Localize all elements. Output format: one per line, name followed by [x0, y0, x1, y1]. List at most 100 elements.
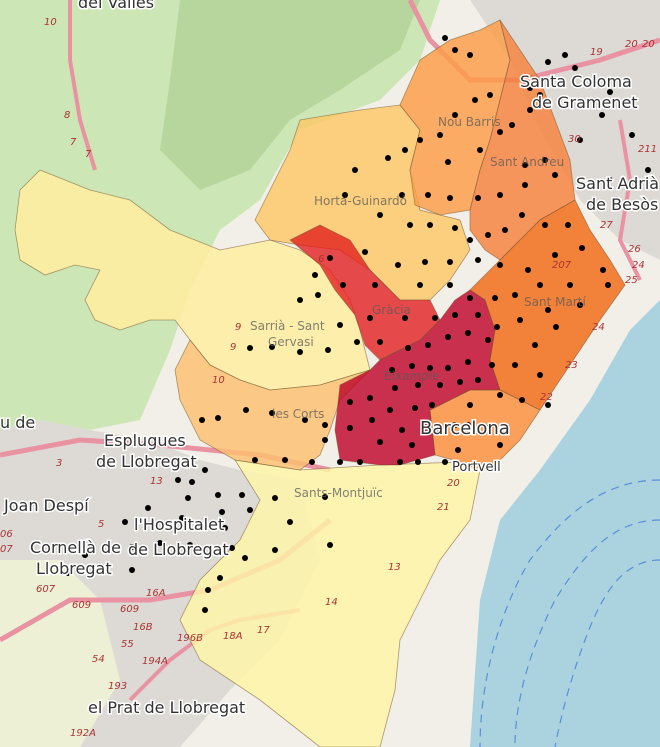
data-point[interactable] — [417, 282, 423, 288]
data-point[interactable] — [65, 570, 71, 576]
data-point[interactable] — [322, 437, 328, 443]
data-point[interactable] — [219, 509, 225, 515]
data-point[interactable] — [489, 362, 495, 368]
data-point[interactable] — [189, 479, 195, 485]
data-point[interactable] — [372, 282, 378, 288]
data-point[interactable] — [409, 363, 415, 369]
data-point[interactable] — [545, 402, 551, 408]
data-point[interactable] — [415, 382, 421, 388]
data-point[interactable] — [362, 249, 368, 255]
data-point[interactable] — [452, 47, 458, 53]
data-point[interactable] — [309, 459, 315, 465]
data-point[interactable] — [312, 272, 318, 278]
data-point[interactable] — [202, 467, 208, 473]
data-point[interactable] — [512, 362, 518, 368]
data-point[interactable] — [389, 367, 395, 373]
data-point[interactable] — [217, 575, 223, 581]
data-point[interactable] — [542, 222, 548, 228]
data-point[interactable] — [377, 439, 383, 445]
data-point[interactable] — [402, 147, 408, 153]
data-point[interactable] — [287, 519, 293, 525]
data-point[interactable] — [377, 212, 383, 218]
data-point[interactable] — [202, 607, 208, 613]
data-point[interactable] — [352, 167, 358, 173]
data-point[interactable] — [315, 292, 321, 298]
data-point[interactable] — [357, 459, 363, 465]
data-point[interactable] — [185, 495, 191, 501]
data-point[interactable] — [522, 162, 528, 168]
data-point[interactable] — [157, 540, 163, 546]
data-point[interactable] — [452, 312, 458, 318]
data-point[interactable] — [455, 447, 461, 453]
data-point[interactable] — [392, 385, 398, 391]
data-point[interactable] — [407, 222, 413, 228]
data-point[interactable] — [402, 315, 408, 321]
data-point[interactable] — [567, 282, 573, 288]
data-point[interactable] — [445, 334, 451, 340]
data-point[interactable] — [342, 192, 348, 198]
data-point[interactable] — [297, 297, 303, 303]
data-point[interactable] — [297, 349, 303, 355]
data-point[interactable] — [579, 245, 585, 251]
data-point[interactable] — [542, 157, 548, 163]
data-point[interactable] — [122, 519, 128, 525]
data-point[interactable] — [485, 425, 491, 431]
data-point[interactable] — [269, 410, 275, 416]
data-point[interactable] — [325, 347, 331, 353]
data-point[interactable] — [272, 495, 278, 501]
data-point[interactable] — [385, 155, 391, 161]
data-point[interactable] — [452, 225, 458, 231]
data-point[interactable] — [447, 195, 453, 201]
data-point[interactable] — [452, 422, 458, 428]
data-point[interactable] — [397, 459, 403, 465]
data-point[interactable] — [354, 339, 360, 345]
data-point[interactable] — [565, 222, 571, 228]
data-point[interactable] — [367, 395, 373, 401]
data-point[interactable] — [519, 397, 525, 403]
data-point[interactable] — [527, 85, 533, 91]
data-point[interactable] — [322, 494, 328, 500]
data-point[interactable] — [399, 427, 405, 433]
data-point[interactable] — [572, 65, 578, 71]
data-point[interactable] — [377, 339, 383, 345]
data-point[interactable] — [607, 177, 613, 183]
data-point[interactable] — [442, 35, 448, 41]
data-point[interactable] — [537, 282, 543, 288]
data-point[interactable] — [415, 459, 421, 465]
data-point[interactable] — [205, 587, 211, 593]
data-point[interactable] — [562, 52, 568, 58]
data-point[interactable] — [445, 159, 451, 165]
data-point[interactable] — [492, 295, 498, 301]
data-point[interactable] — [252, 457, 258, 463]
data-point[interactable] — [477, 147, 483, 153]
data-point[interactable] — [199, 417, 205, 423]
data-point[interactable] — [269, 344, 275, 350]
data-point[interactable] — [645, 167, 651, 173]
data-point[interactable] — [272, 547, 278, 553]
data-point[interactable] — [447, 282, 453, 288]
data-point[interactable] — [537, 372, 543, 378]
data-point[interactable] — [229, 545, 235, 551]
data-point[interactable] — [327, 542, 333, 548]
district-eixample[interactable] — [334, 289, 501, 466]
data-point[interactable] — [422, 259, 428, 265]
data-point[interactable] — [517, 317, 523, 323]
data-point[interactable] — [485, 232, 491, 238]
data-point[interactable] — [427, 365, 433, 371]
data-point[interactable] — [525, 267, 531, 273]
data-point[interactable] — [247, 345, 253, 351]
data-point[interactable] — [282, 457, 288, 463]
data-point[interactable] — [497, 392, 503, 398]
data-point[interactable] — [605, 282, 611, 288]
data-point[interactable] — [399, 192, 405, 198]
data-point[interactable] — [302, 417, 308, 423]
data-point[interactable] — [367, 315, 373, 321]
data-point[interactable] — [553, 324, 559, 330]
data-point[interactable] — [175, 477, 181, 483]
data-point[interactable] — [519, 212, 525, 218]
data-point[interactable] — [629, 132, 635, 138]
data-point[interactable] — [429, 402, 435, 408]
data-point[interactable] — [337, 322, 343, 328]
data-point[interactable] — [465, 422, 471, 428]
data-point[interactable] — [347, 425, 353, 431]
